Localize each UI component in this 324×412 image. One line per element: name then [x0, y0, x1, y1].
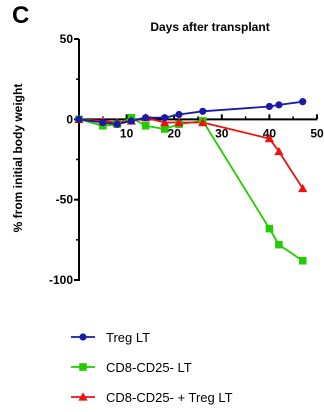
line-chart: 50 0 -50 -100 10 20 30 40 50 Days after transpla… [11, 20, 324, 287]
legend-marker [71, 333, 95, 341]
legend-marker [71, 392, 95, 401]
y-axis-title: % from initial body weight [11, 84, 25, 233]
legend-label: CD8-CD25- + Treg LT [106, 389, 233, 405]
data-point-1 [265, 224, 274, 233]
legend-symbol [78, 392, 88, 401]
data-point-1 [160, 125, 169, 133]
legend-symbol [79, 333, 87, 341]
data-point-1 [298, 256, 307, 265]
data-point-0 [175, 110, 183, 119]
data-point-0 [199, 107, 207, 115]
axes-group: 50 0 -50 -100 10 20 30 40 50 [49, 32, 324, 287]
legend-marker [71, 363, 95, 371]
data-point-2 [160, 117, 170, 127]
series-layer [74, 98, 308, 265]
legend-label: Treg LT [106, 329, 151, 345]
data-point-0 [142, 114, 150, 122]
data-point-2 [264, 134, 274, 143]
data-point-0 [265, 102, 273, 111]
data-point-2 [174, 117, 184, 127]
data-point-0 [75, 115, 83, 123]
y-tick-label: 50 [60, 32, 74, 46]
data-point-0 [275, 101, 283, 109]
x-tick-label: 40 [263, 126, 277, 140]
y-tick-label: -100 [49, 273, 73, 287]
data-point-2 [198, 117, 208, 127]
legend-symbol [79, 363, 87, 371]
x-axis-title: Days after transplant [150, 20, 269, 34]
data-point-1 [275, 240, 283, 249]
data-point-0 [299, 98, 307, 106]
y-tick-label: -50 [56, 193, 74, 207]
panel-label: C [12, 2, 30, 29]
data-point-0 [161, 114, 169, 122]
legend-item: CD8-CD25- + Treg LT [70, 382, 233, 412]
legend-item: CD8-CD25- LT [70, 352, 233, 382]
x-tick-label: 20 [168, 126, 182, 140]
data-point-0 [99, 118, 107, 127]
x-tick-label: 50 [310, 126, 324, 140]
data-point-0 [127, 117, 135, 125]
legend-label: CD8-CD25- LT [106, 359, 192, 375]
data-point-1 [141, 121, 150, 130]
y-tick-label: 0 [66, 112, 73, 126]
data-point-2 [274, 146, 284, 156]
data-point-2 [298, 183, 308, 193]
data-point-0 [113, 120, 121, 128]
legend: Treg LT CD8-CD25- LT CD8-CD25- + Treg LT [70, 322, 233, 412]
legend-item: Treg LT [70, 322, 233, 352]
x-tick-label: 10 [120, 126, 134, 140]
x-tick-label: 30 [215, 126, 229, 140]
